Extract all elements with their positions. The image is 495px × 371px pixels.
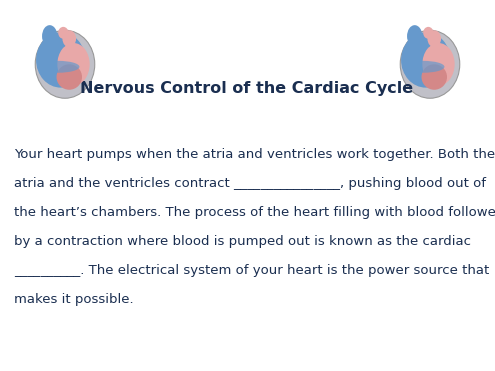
Ellipse shape — [56, 64, 82, 90]
Ellipse shape — [35, 30, 95, 98]
Ellipse shape — [37, 61, 80, 73]
Ellipse shape — [422, 64, 447, 90]
Ellipse shape — [409, 35, 434, 48]
Ellipse shape — [428, 30, 441, 47]
Ellipse shape — [42, 25, 57, 47]
Ellipse shape — [422, 43, 454, 85]
Text: by a contraction where blood is pumped out is known as the cardiac: by a contraction where blood is pumped o… — [14, 235, 471, 248]
Text: Your heart pumps when the atria and ventricles work together. Both the: Your heart pumps when the atria and vent… — [14, 148, 495, 161]
Text: the heart’s chambers. The process of the heart filling with blood followed: the heart’s chambers. The process of the… — [14, 206, 495, 219]
Ellipse shape — [45, 35, 68, 48]
Ellipse shape — [402, 61, 445, 73]
Ellipse shape — [401, 32, 450, 88]
Ellipse shape — [400, 30, 460, 98]
Text: Nervous Control of the Cardiac Cycle: Nervous Control of the Cardiac Cycle — [80, 81, 413, 95]
Text: makes it possible.: makes it possible. — [14, 293, 134, 306]
Ellipse shape — [423, 27, 434, 39]
Text: atria and the ventricles contract ________________, pushing blood out of: atria and the ventricles contract ______… — [14, 177, 486, 190]
Ellipse shape — [57, 43, 90, 85]
Ellipse shape — [407, 25, 422, 47]
Ellipse shape — [58, 27, 68, 39]
Ellipse shape — [62, 30, 76, 47]
Ellipse shape — [36, 32, 86, 88]
Text: __________. The electrical system of your heart is the power source that: __________. The electrical system of you… — [14, 264, 489, 277]
